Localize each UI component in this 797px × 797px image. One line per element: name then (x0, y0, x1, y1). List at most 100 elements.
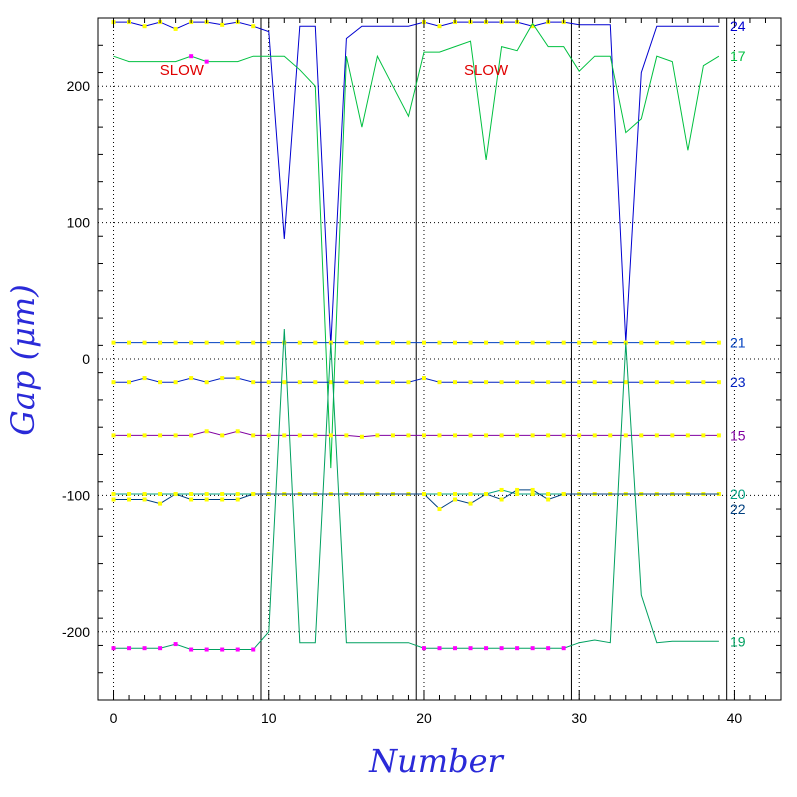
data-point (313, 433, 318, 438)
y-tick-label: 0 (82, 351, 90, 367)
data-point (266, 340, 271, 345)
series-label-17: 17 (730, 48, 746, 64)
data-point (158, 646, 163, 651)
data-point (142, 340, 147, 345)
data-point (685, 380, 690, 385)
data-point (716, 433, 721, 438)
data-point (313, 380, 318, 385)
data-point (111, 340, 116, 345)
data-point (701, 340, 706, 345)
data-point (592, 380, 597, 385)
y-tick-label: 200 (67, 78, 91, 94)
data-point (158, 340, 163, 345)
data-point (204, 492, 209, 497)
data-point (623, 380, 628, 385)
annotation-label: SLOW (160, 62, 205, 79)
data-point (421, 646, 426, 651)
data-point (189, 647, 194, 652)
data-point (530, 380, 535, 385)
series-line-15 (113, 430, 719, 438)
x-tick-label: 40 (727, 710, 743, 726)
data-point (484, 380, 489, 385)
data-point (127, 380, 132, 385)
axis-ticks (97, 17, 782, 701)
data-point (515, 433, 520, 438)
data-point (111, 497, 116, 502)
data-point (220, 647, 225, 652)
data-point (359, 434, 364, 439)
data-point (499, 646, 504, 651)
data-point (251, 340, 256, 345)
data-point (561, 340, 566, 345)
data-point (282, 380, 287, 385)
data-point (546, 340, 551, 345)
data-point (173, 433, 178, 438)
data-point (142, 24, 147, 29)
data-point (235, 340, 240, 345)
data-point (173, 340, 178, 345)
data-point (546, 646, 551, 651)
data-point (406, 433, 411, 438)
data-point (623, 433, 628, 438)
data-point (111, 492, 116, 497)
group-separators (260, 18, 728, 700)
data-point (670, 380, 675, 385)
data-point (173, 380, 178, 385)
annotation-label: SLOW (464, 62, 509, 79)
y-tick-label: -200 (62, 624, 90, 640)
data-point (561, 433, 566, 438)
series-label-15: 15 (730, 427, 746, 443)
data-point (235, 376, 240, 381)
data-point (251, 380, 256, 385)
data-point (499, 487, 504, 492)
data-point (328, 433, 333, 438)
series-label-22: 22 (730, 501, 746, 517)
data-point (235, 647, 240, 652)
data-point (359, 380, 364, 385)
data-point (499, 340, 504, 345)
data-point (266, 380, 271, 385)
grid (98, 18, 781, 700)
data-point (716, 380, 721, 385)
series-label-23: 23 (730, 374, 746, 390)
data-point (546, 492, 551, 497)
data-point (437, 340, 442, 345)
data-point (344, 380, 349, 385)
data-point (639, 433, 644, 438)
data-point (468, 380, 473, 385)
data-point (639, 340, 644, 345)
data-point (670, 433, 675, 438)
series-23 (111, 376, 721, 385)
data-point (266, 433, 271, 438)
data-point (344, 433, 349, 438)
data-point (437, 507, 442, 512)
data-point (468, 501, 473, 506)
data-point (561, 646, 566, 651)
data-point (468, 646, 473, 651)
data-point (189, 376, 194, 381)
data-point (173, 26, 178, 31)
data-point (608, 433, 613, 438)
data-point (111, 433, 116, 438)
data-point (235, 492, 240, 497)
data-point (421, 492, 426, 497)
x-tick-label: 30 (571, 710, 587, 726)
data-point (204, 647, 209, 652)
data-point (453, 433, 458, 438)
data-point (189, 54, 194, 59)
data-point (546, 497, 551, 502)
data-point (111, 380, 116, 385)
data-point (468, 340, 473, 345)
data-point (127, 340, 132, 345)
data-point (189, 340, 194, 345)
data-point (127, 433, 132, 438)
data-point (189, 492, 194, 497)
data-point (515, 380, 520, 385)
data-point (546, 433, 551, 438)
data-point (453, 340, 458, 345)
data-point (701, 380, 706, 385)
series-17 (113, 22, 720, 469)
data-point (235, 429, 240, 434)
